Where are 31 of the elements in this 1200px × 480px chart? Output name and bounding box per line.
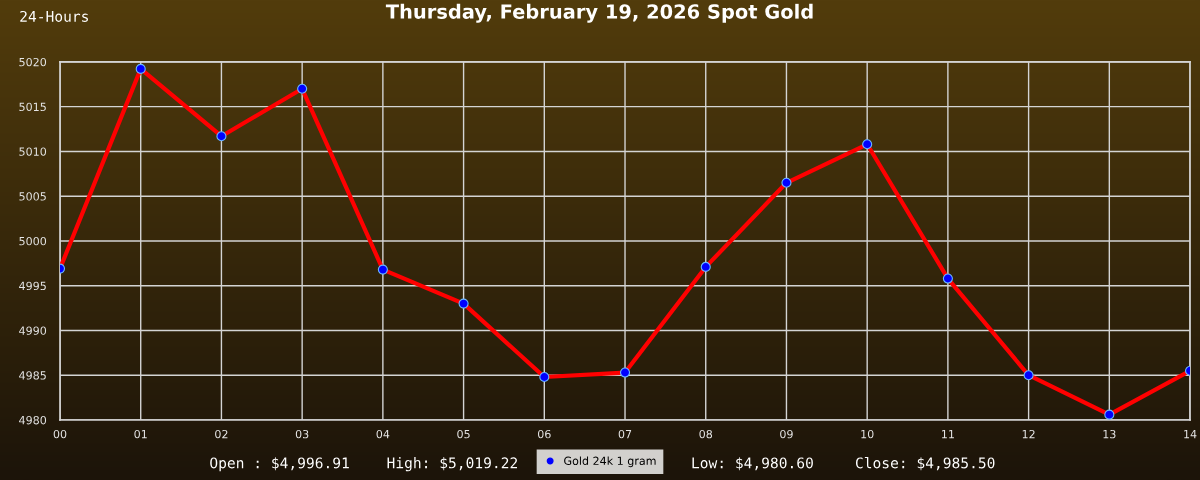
text: High: $5,019.22 — [387, 457, 518, 472]
y-tick-label: 4980 — [19, 415, 47, 425]
x-tick-label: 14 — [1184, 430, 1197, 439]
y-tick-label: 5020 — [19, 57, 47, 67]
x-tick-label: 09 — [780, 429, 793, 439]
y-tick-label: 4990 — [19, 326, 47, 335]
x-tick-label: 01 — [134, 429, 147, 439]
x-tick-label: 08 — [699, 429, 713, 439]
y-tick-label: 4985 — [19, 371, 46, 380]
text: Close: $4,985.50 — [855, 457, 995, 471]
legend-label: Gold 24k 1 gram — [564, 456, 656, 468]
y-tick-label: 5010 — [19, 147, 47, 156]
x-tick-label: 13 — [1103, 429, 1116, 439]
y-tick-label: 5005 — [19, 192, 46, 201]
y-tick-label: 5000 — [19, 236, 47, 246]
y-tick-label: 5015 — [19, 102, 46, 112]
x-tick-label: 03 — [295, 429, 309, 439]
x-tick-label: 11 — [942, 430, 954, 439]
x-tick-label: 02 — [215, 429, 228, 439]
x-tick-label: 04 — [376, 429, 390, 439]
x-tick-label: 07 — [618, 429, 632, 439]
x-tick-label: 06 — [537, 429, 551, 439]
y-tick-label: 4995 — [19, 281, 46, 291]
x-tick-label: 12 — [1022, 429, 1035, 439]
x-tick-label: 05 — [457, 429, 470, 439]
x-tick-label: 00 — [53, 429, 67, 439]
text: Open : $4,996.91 — [210, 457, 349, 472]
chart-subtitle: 24-Hours — [20, 10, 88, 22]
chart-title: Thursday, February 19, 2026 Spot Gold — [385, 3, 813, 23]
x-tick-label: 10 — [861, 429, 874, 439]
text: Low: $4,980.60 — [692, 457, 813, 471]
